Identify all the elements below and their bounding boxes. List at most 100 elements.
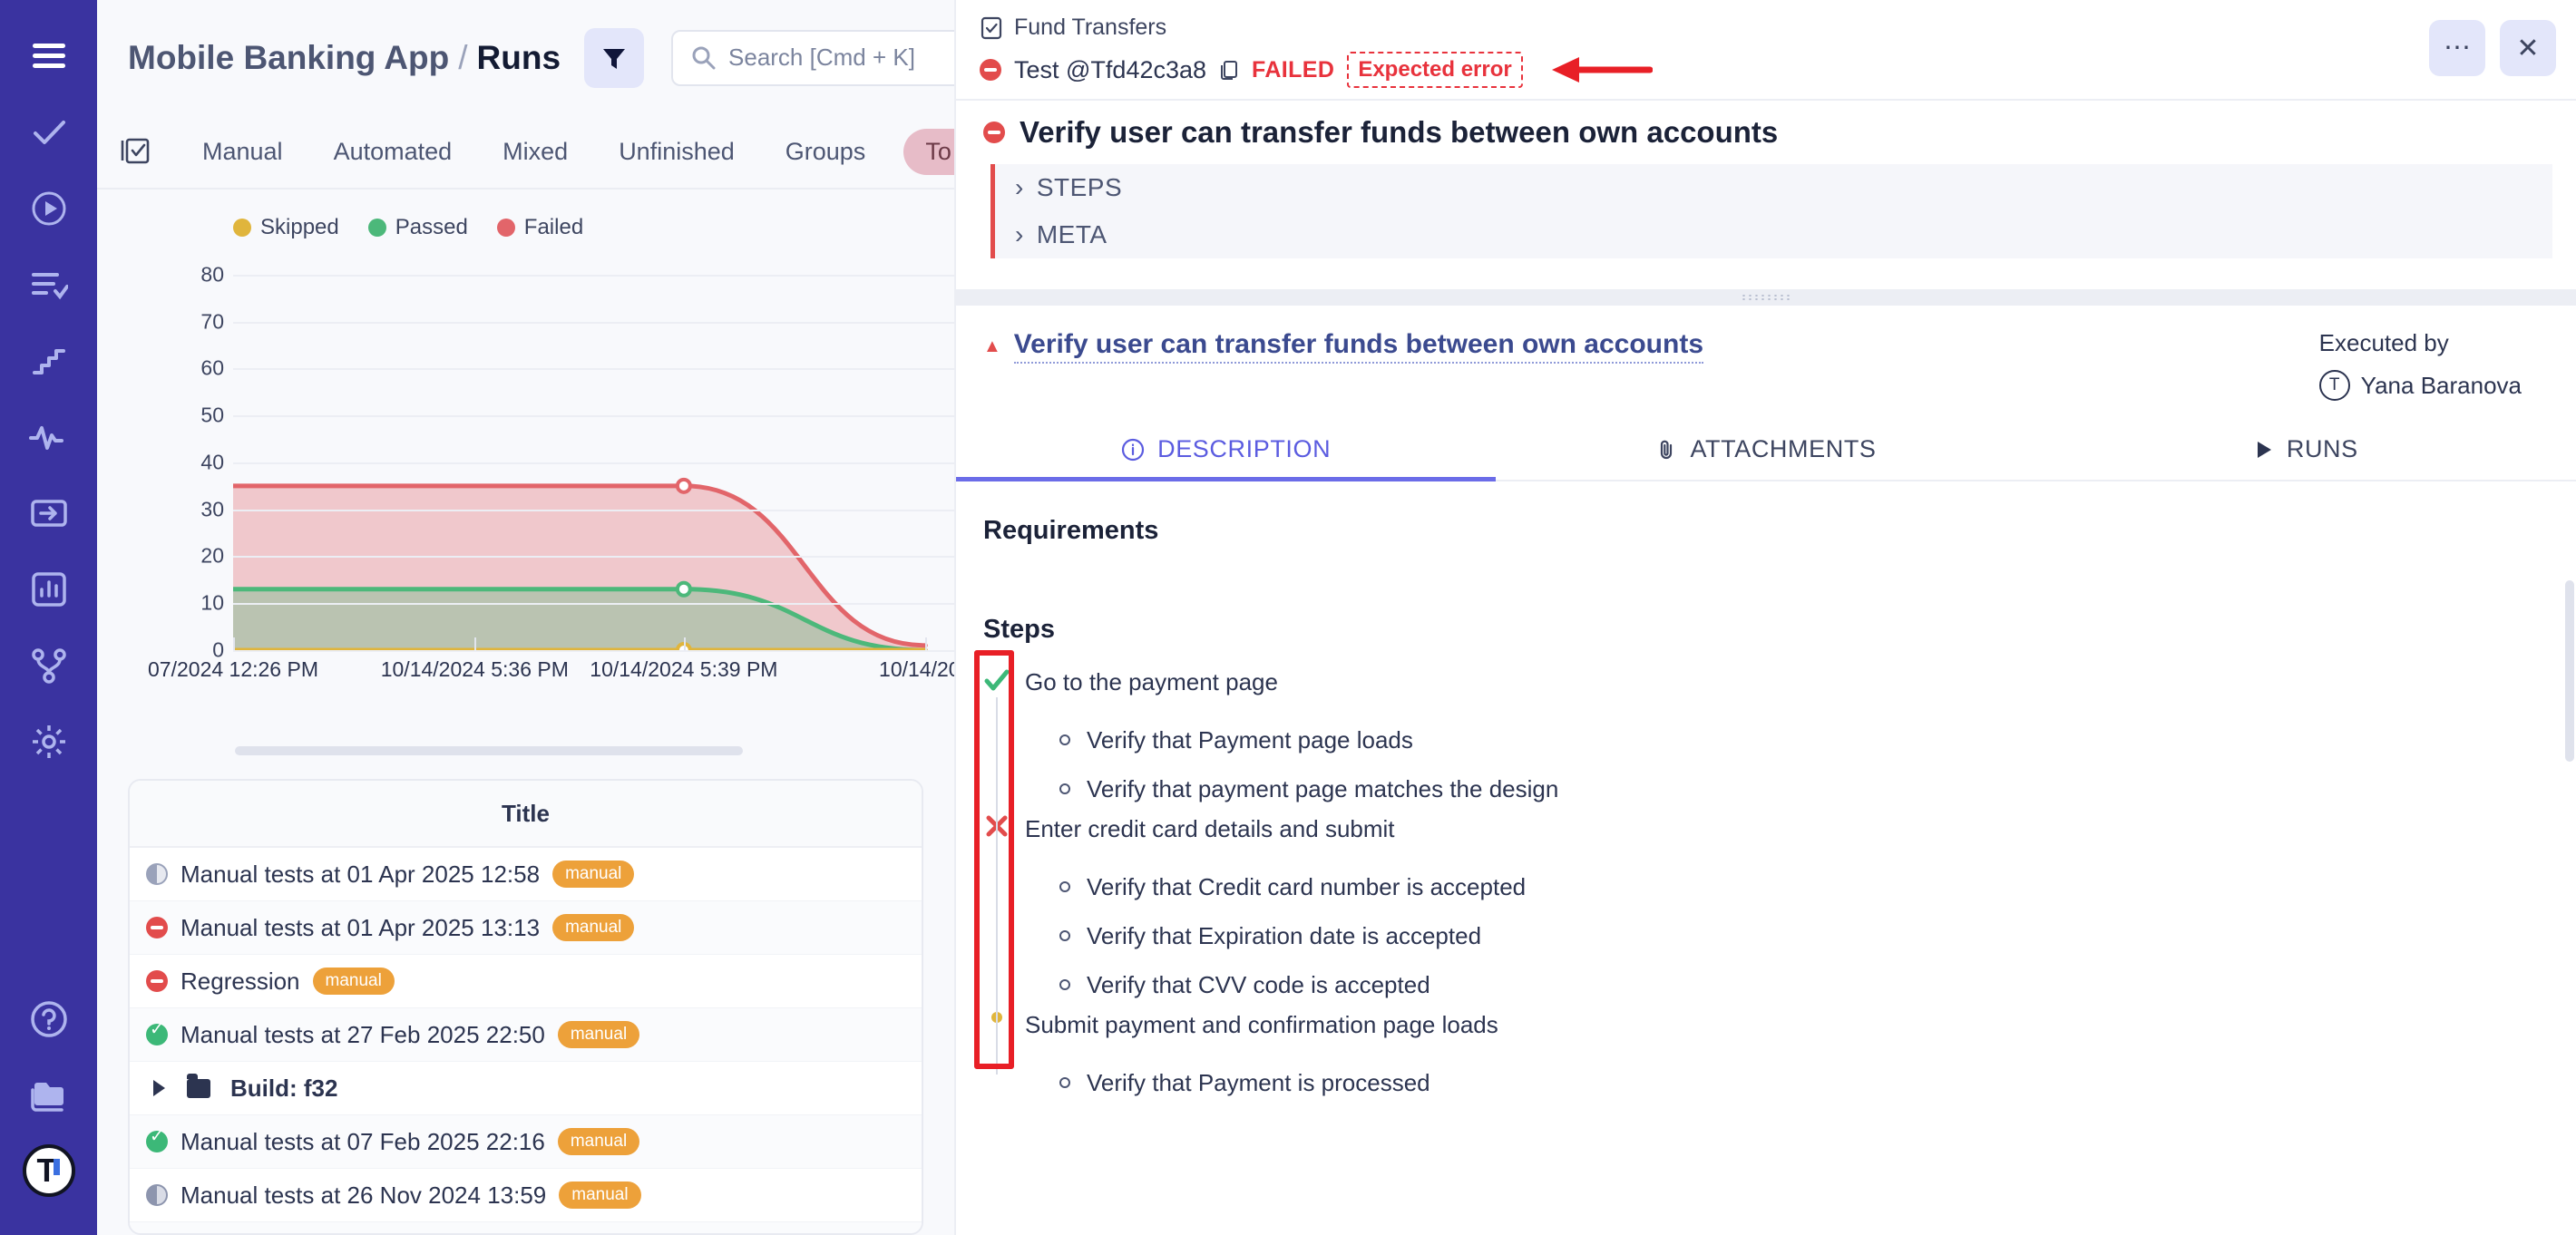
executed-by-name: Yana Baranova bbox=[2360, 371, 2522, 399]
result-title: Verify user can transfer funds between o… bbox=[1020, 115, 1779, 149]
tab-attachments-label: ATTACHMENTS bbox=[1690, 435, 1877, 462]
close-icon: ✕ bbox=[2516, 33, 2540, 63]
fold-meta[interactable]: › META bbox=[995, 211, 2552, 258]
branch-icon[interactable] bbox=[24, 640, 74, 691]
expand-caret-icon[interactable] bbox=[153, 1080, 165, 1096]
fold-steps[interactable]: › STEPS bbox=[995, 164, 2552, 211]
status-badge: FAILED bbox=[1252, 56, 1335, 83]
test-case-title[interactable]: Verify user can transfer funds between o… bbox=[1013, 329, 1704, 364]
legend-swatch-passed bbox=[367, 219, 386, 237]
more-actions-button[interactable]: ⋯ bbox=[2429, 20, 2485, 76]
tab-manual[interactable]: Manual bbox=[202, 137, 283, 165]
filter-button[interactable] bbox=[584, 27, 645, 88]
test-result-detail-panel: Fund Transfers Test @Tfd42c3a8 FAILED Ex… bbox=[954, 0, 2576, 1235]
table-row[interactable]: Regression manual bbox=[130, 955, 922, 1008]
chart-horizontal-scrollbar[interactable] bbox=[235, 746, 743, 755]
table-row[interactable]: Manual tests at 07 Feb 2025 22:16 manual bbox=[130, 1115, 922, 1169]
gear-icon[interactable] bbox=[24, 716, 74, 767]
expected-result-text: Verify that Expiration date is accepted bbox=[1087, 921, 1482, 949]
expected-result-item: Verify that payment page matches the des… bbox=[983, 764, 2549, 813]
list-check-icon[interactable] bbox=[24, 259, 74, 310]
check-icon[interactable] bbox=[24, 107, 74, 158]
step-item[interactable]: Go to the payment page bbox=[983, 666, 2549, 715]
tab-to-review[interactable]: To Review bbox=[903, 128, 954, 175]
chart-y-tick-label: 50 bbox=[200, 403, 224, 427]
expected-result-item: Verify that Expiration date is accepted bbox=[983, 911, 2549, 960]
bullet-icon bbox=[1059, 881, 1070, 892]
play-icon bbox=[2257, 441, 2271, 458]
detail-vertical-scrollbar[interactable] bbox=[2565, 580, 2574, 762]
suite-name: Fund Transfers bbox=[1014, 15, 1167, 40]
suite-breadcrumb[interactable]: Fund Transfers bbox=[980, 15, 2576, 41]
step-status-passed-icon bbox=[983, 666, 1010, 694]
chart-x-tick bbox=[233, 637, 235, 650]
search-input[interactable]: Search [Cmd + K] bbox=[671, 29, 954, 86]
executed-by-user[interactable]: T Yana Baranova bbox=[2318, 370, 2522, 401]
chevron-right-icon: › bbox=[1015, 173, 1024, 201]
table-row[interactable]: Manual tests at 01 Apr 2025 13:13 manual bbox=[130, 901, 922, 955]
requirements-heading: Requirements bbox=[983, 516, 1159, 545]
runs-tabstrip: Manual Automated Mixed Unfinished Groups… bbox=[97, 115, 954, 190]
steps-connector-line bbox=[996, 697, 998, 1075]
copy-icon[interactable] bbox=[1219, 59, 1239, 81]
play-circle-icon[interactable] bbox=[24, 183, 74, 234]
menu-icon[interactable] bbox=[24, 31, 74, 82]
table-row[interactable]: Manual tests at 27 Feb 2025 22:50 manual bbox=[130, 1008, 922, 1062]
chart-x-tick-label: 10/14/202 bbox=[879, 657, 954, 681]
step-item[interactable]: Enter credit card details and submit bbox=[983, 813, 2549, 862]
expected-result-text: Verify that CVV code is accepted bbox=[1087, 970, 1430, 998]
chart-y-tick-label: 60 bbox=[200, 355, 224, 380]
chevron-up-icon[interactable]: ▲ bbox=[983, 335, 1001, 356]
tab-attachments[interactable]: ATTACHMENTS bbox=[1496, 435, 2035, 480]
test-suite-icon bbox=[981, 16, 1002, 39]
chart-gridline bbox=[233, 415, 954, 418]
step-text: Go to the payment page bbox=[1025, 668, 1278, 695]
chart-marker-failed[interactable] bbox=[675, 477, 692, 494]
steps-icon[interactable] bbox=[24, 335, 74, 386]
folder-icon[interactable] bbox=[24, 1070, 74, 1121]
expected-result-text: Verify that Payment is processed bbox=[1087, 1068, 1430, 1096]
breadcrumb-section: Runs bbox=[476, 38, 561, 76]
step-item[interactable]: Submit payment and confirmation page loa… bbox=[983, 1009, 2549, 1058]
app-logo[interactable]: T bbox=[22, 1144, 75, 1197]
breadcrumb-project[interactable]: Mobile Banking App bbox=[128, 38, 450, 76]
tab-runs[interactable]: RUNS bbox=[2036, 435, 2576, 480]
legend-item-passed[interactable]: Passed bbox=[367, 215, 468, 240]
tab-automated[interactable]: Automated bbox=[333, 137, 453, 165]
legend-item-skipped[interactable]: Skipped bbox=[233, 215, 339, 240]
chart-gridline bbox=[233, 321, 954, 324]
help-icon[interactable] bbox=[24, 994, 74, 1045]
expected-result-text: Verify that Payment page loads bbox=[1087, 725, 1413, 754]
chart-gridline bbox=[233, 650, 954, 652]
legend-swatch-failed bbox=[496, 219, 515, 237]
tab-groups[interactable]: Groups bbox=[785, 137, 866, 165]
tab-description[interactable]: DESCRIPTION bbox=[956, 435, 1497, 481]
chart-gridline bbox=[233, 368, 954, 371]
table-row[interactable]: Manual tests at 26 Nov 2024 13:28manual bbox=[130, 1222, 922, 1233]
table-row[interactable]: Manual tests at 01 Apr 2025 12:58 manual bbox=[130, 848, 922, 901]
tab-mixed[interactable]: Mixed bbox=[503, 137, 569, 165]
chart-icon[interactable] bbox=[24, 564, 74, 615]
test-case-icon[interactable] bbox=[119, 128, 151, 175]
panel-resize-handle[interactable] bbox=[956, 289, 2576, 306]
defect-badge[interactable]: Expected error bbox=[1347, 52, 1523, 88]
legend-item-failed[interactable]: Failed bbox=[496, 215, 583, 240]
chart-marker-passed[interactable] bbox=[675, 580, 692, 598]
activity-icon[interactable] bbox=[24, 412, 74, 462]
table-row[interactable]: Manual tests at 26 Nov 2024 13:59 manual bbox=[130, 1169, 922, 1222]
results-trend-chart: Skipped Passed Failed 0 10 20 30 40 50 60 70 80 … bbox=[97, 190, 954, 761]
row-title: Build: f32 bbox=[230, 1074, 338, 1102]
table-row[interactable]: Build: f32 bbox=[130, 1062, 922, 1115]
chevron-right-icon: › bbox=[1015, 220, 1024, 248]
close-panel-button[interactable]: ✕ bbox=[2500, 20, 2556, 76]
test-ref[interactable]: Test @Tfd42c3a8 bbox=[1014, 55, 1207, 83]
bullet-icon bbox=[1059, 734, 1070, 745]
fold-meta-label: META bbox=[1036, 220, 1107, 248]
column-header-title: Title bbox=[502, 799, 550, 827]
tab-runs-label: RUNS bbox=[2286, 435, 2358, 462]
info-icon bbox=[1121, 438, 1145, 461]
tab-unfinished[interactable]: Unfinished bbox=[619, 137, 735, 165]
import-icon[interactable] bbox=[24, 488, 74, 539]
chart-x-tick-label: 10/14/2024 5:39 PM bbox=[590, 657, 778, 681]
chart-gridline bbox=[233, 556, 954, 559]
